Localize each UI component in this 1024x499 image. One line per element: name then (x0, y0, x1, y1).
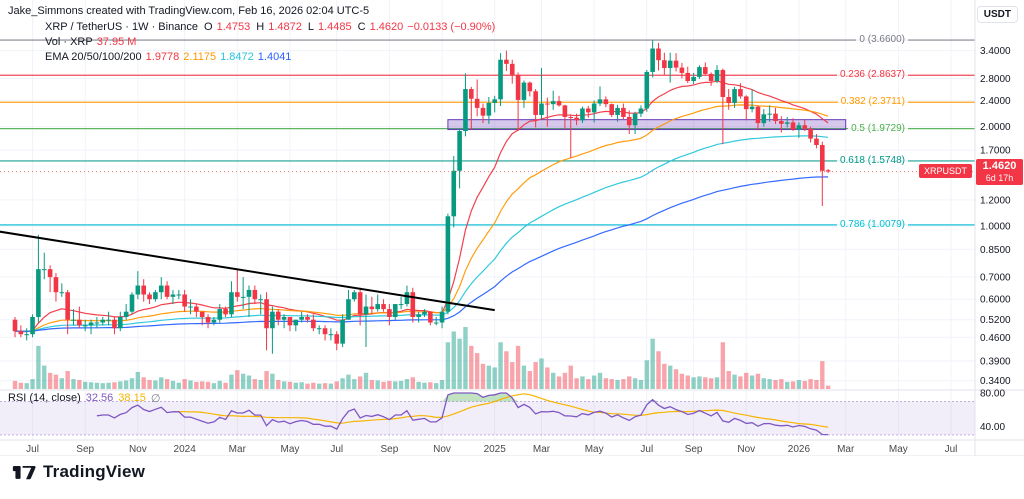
svg-text:Sep: Sep (76, 444, 94, 455)
svg-text:Sep: Sep (685, 444, 703, 455)
ema20-value: 1.9778 (145, 51, 180, 63)
svg-text:May: May (889, 444, 908, 455)
current-price-value: 1.4620 (982, 159, 1017, 172)
fib-label-0786[interactable]: 0.786 (1.0079) (836, 218, 908, 231)
bar-countdown: 6d 17h (985, 172, 1014, 183)
ema200-value: 1.4041 (257, 51, 292, 63)
svg-text:Nov: Nov (129, 444, 147, 455)
svg-text:Jul: Jul (945, 444, 958, 455)
currency-toggle[interactable]: USDT (976, 6, 1018, 23)
low-label: L (307, 21, 314, 33)
rsi-ma-line (172, 393, 829, 428)
svg-text:80.00: 80.00 (980, 389, 1005, 400)
svg-text:0.4600: 0.4600 (980, 333, 1011, 344)
svg-text:Mar: Mar (229, 444, 247, 455)
svg-text:Jul: Jul (640, 444, 653, 455)
svg-text:2.4000: 2.4000 (980, 96, 1011, 107)
current-price-badge[interactable]: 1.4620 6d 17h (976, 158, 1023, 185)
svg-text:0.5200: 0.5200 (980, 315, 1011, 326)
tradingview-branding[interactable]: TradingView (12, 460, 145, 484)
trendline (0, 230, 495, 312)
svg-text:Jul: Jul (26, 444, 39, 455)
open-label: O (204, 21, 213, 33)
svg-text:2.8000: 2.8000 (980, 74, 1011, 85)
svg-text:2.0000: 2.0000 (980, 122, 1011, 133)
close-label: C (357, 21, 366, 33)
price-chart[interactable]: 3.4000 2.8000 2.4000 2.0000 1.7000 1.2000 1.00… (0, 0, 1024, 456)
svg-text:Nov: Nov (433, 444, 451, 455)
svg-text:Mar: Mar (533, 444, 551, 455)
ema100-value: 1.8472 (220, 51, 254, 63)
rsi-value: 32.56 (85, 392, 114, 404)
rsi-overbought-fill (96, 393, 829, 402)
svg-text:3.4000: 3.4000 (980, 46, 1011, 57)
ema-100-line (15, 135, 829, 332)
high-value: 1.4872 (268, 21, 302, 33)
svg-text:1.7000: 1.7000 (980, 145, 1011, 156)
symbol-price-label: XRPUSDT (918, 163, 972, 178)
fib-label-0[interactable]: 0 (3.6600) (856, 34, 908, 47)
tradingview-wordmark: TradingView (43, 462, 146, 481)
volume-title[interactable]: Vol · XRP (45, 36, 93, 48)
rsi-ma-value: 38.15 (118, 392, 146, 404)
ema-50-line (14, 104, 829, 333)
svg-text:Nov: Nov (737, 444, 755, 455)
rsi-legend: RSI (14, close) 32.56 38.15 ∅ (8, 392, 160, 405)
high-label: H (256, 21, 265, 33)
ema-200-line (15, 176, 829, 332)
svg-text:0.8500: 0.8500 (980, 245, 1011, 256)
svg-text:May: May (585, 444, 604, 455)
rsi-title[interactable]: RSI (14, close) (8, 392, 81, 404)
close-value: 1.4620 (369, 21, 404, 33)
ema-20-line (14, 80, 829, 333)
ema-title[interactable]: EMA 20/50/100/200 (45, 51, 142, 63)
svg-text:1.0000: 1.0000 (980, 222, 1011, 233)
svg-text:Mar: Mar (837, 444, 855, 455)
attribution-text: Jake_Simmons created with TradingView.co… (8, 5, 370, 17)
svg-text:May: May (280, 444, 299, 455)
rsi-hide-icon[interactable]: ∅ (150, 393, 161, 405)
svg-text:2026: 2026 (788, 444, 811, 455)
rsi-line (96, 392, 829, 436)
change-value: −0.0133 (−0.90%) (407, 21, 496, 33)
low-value: 1.4485 (318, 21, 352, 33)
fib-label-05[interactable]: 0.5 (1.9729) (848, 122, 908, 135)
fib-label-0236[interactable]: 0.236 (2.8637) (836, 69, 908, 82)
svg-text:0.3400: 0.3400 (980, 376, 1011, 387)
fib-label-0618[interactable]: 0.618 (1.5748) (836, 154, 908, 167)
symbol-title[interactable]: XRP / TetherUS · 1W · Binance (45, 21, 199, 33)
svg-text:2024: 2024 (174, 444, 197, 455)
support-zone (447, 119, 847, 131)
ema50-value: 2.1175 (183, 51, 217, 63)
volume-legend: Vol · XRP 37.95 M (45, 36, 136, 48)
svg-text:0.3900: 0.3900 (980, 356, 1011, 367)
svg-text:0.7000: 0.7000 (980, 273, 1011, 284)
svg-text:40.00: 40.00 (980, 422, 1005, 433)
svg-text:2025: 2025 (484, 444, 507, 455)
svg-text:Sep: Sep (381, 444, 399, 455)
volume-value: 37.95 M (96, 36, 137, 48)
ema-legend: EMA 20/50/100/200 1.9778 2.1175 1.8472 1… (45, 51, 291, 63)
fib-label-0382[interactable]: 0.382 (2.3711) (837, 96, 908, 109)
tradingview-logo-icon (12, 466, 36, 480)
svg-text:0.6000: 0.6000 (980, 295, 1011, 306)
svg-text:1.2000: 1.2000 (980, 195, 1011, 206)
svg-text:Jul: Jul (330, 444, 343, 455)
rsi-band (0, 401, 975, 435)
open-value: 1.4753 (216, 21, 251, 33)
